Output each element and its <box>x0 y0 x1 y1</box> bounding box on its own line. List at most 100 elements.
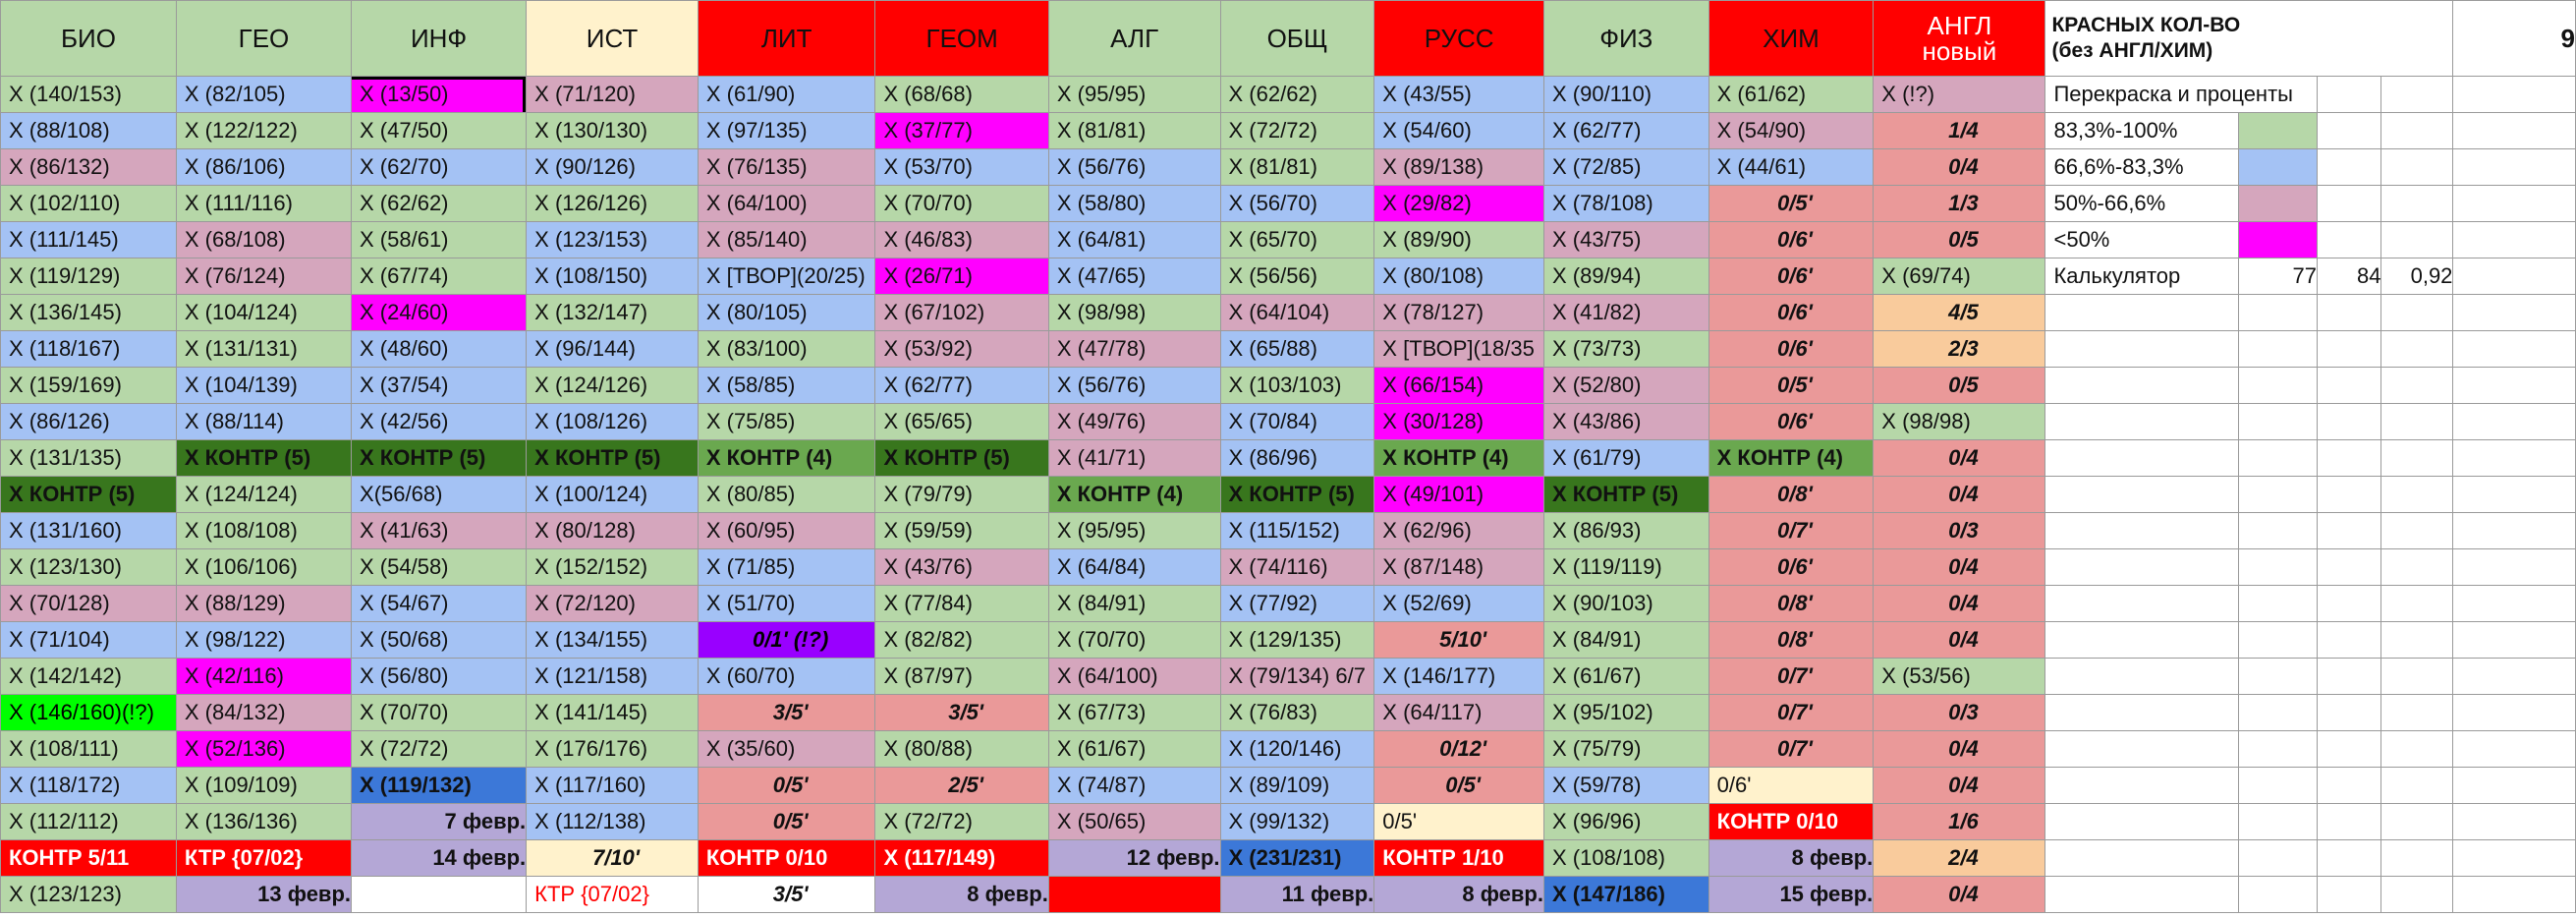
empty-cell[interactable] <box>2380 367 2454 404</box>
cell-ist[interactable]: X (126/126) <box>526 185 699 222</box>
cell-bio[interactable]: X (123/123) <box>0 876 177 913</box>
empty-cell[interactable] <box>2452 548 2576 586</box>
empty-cell[interactable] <box>2452 876 2576 913</box>
empty-cell[interactable] <box>2380 548 2454 586</box>
empty-cell[interactable] <box>2452 76 2576 113</box>
cell-geo[interactable]: X (108/108) <box>175 512 353 549</box>
cell-russ[interactable]: КОНТР 1/10 <box>1373 839 1544 877</box>
header-ist[interactable]: ИСТ <box>526 0 699 77</box>
cell-lit[interactable]: X [ТВОР](20/25) <box>697 258 876 295</box>
cell-alg[interactable]: X (56/76) <box>1047 148 1221 186</box>
cell-russ[interactable]: X (146/177) <box>1373 658 1544 695</box>
empty-cell[interactable] <box>2044 767 2239 804</box>
empty-cell[interactable] <box>2237 367 2319 404</box>
cell-geom[interactable]: X (87/97) <box>874 658 1049 695</box>
cell-alg[interactable]: КТР {13/02} <box>1047 876 1221 913</box>
cell-geom[interactable]: X (53/70) <box>874 148 1049 186</box>
cell-geom[interactable]: 3/5' <box>874 694 1049 731</box>
cell-geo[interactable]: X (86/106) <box>175 148 353 186</box>
cell-angl[interactable]: X (!?) <box>1873 76 2046 113</box>
cell-him[interactable]: 8 февр. <box>1708 839 1875 877</box>
cell-geo[interactable]: X (82/105) <box>175 76 353 113</box>
cell-ist[interactable]: X (176/176) <box>526 730 699 768</box>
cell-angl[interactable]: 4/5 <box>1873 294 2046 331</box>
cell-obsh[interactable]: X (70/84) <box>1219 403 1375 440</box>
header-obsh[interactable]: ОБЩ <box>1219 0 1375 77</box>
cell-lit[interactable]: X (83/100) <box>697 330 876 368</box>
cell-ist[interactable]: X (123/153) <box>526 221 699 258</box>
legend-swatch[interactable] <box>2237 185 2319 222</box>
cell-lit[interactable]: X (51/70) <box>697 585 876 622</box>
empty-cell[interactable] <box>2044 330 2239 368</box>
cell-angl[interactable]: 0/3 <box>1873 512 2046 549</box>
empty-cell[interactable] <box>2452 258 2576 295</box>
cell-him[interactable]: 0/7' <box>1708 512 1875 549</box>
cell-him[interactable]: X (44/61) <box>1708 148 1875 186</box>
cell-ist[interactable]: X (71/120) <box>526 76 699 113</box>
cell-inf[interactable]: X (41/63) <box>351 512 528 549</box>
cell-fiz[interactable]: X (61/67) <box>1542 658 1709 695</box>
empty-cell[interactable] <box>2237 403 2319 440</box>
cell-him[interactable]: 15 февр. <box>1708 876 1875 913</box>
cell-inf[interactable]: X (54/58) <box>351 548 528 586</box>
cell-geom[interactable]: X (117/149) <box>874 839 1049 877</box>
empty-cell[interactable] <box>2237 330 2319 368</box>
empty-cell[interactable] <box>2044 730 2239 768</box>
cell-russ[interactable]: X (52/69) <box>1373 585 1544 622</box>
empty-cell[interactable] <box>2380 476 2454 513</box>
empty-cell[interactable] <box>2452 658 2576 695</box>
cell-obsh[interactable]: X (231/231) <box>1219 839 1375 877</box>
empty-cell[interactable] <box>2044 694 2239 731</box>
legend-swatch[interactable] <box>2237 112 2319 149</box>
cell-fiz[interactable]: X (108/108) <box>1542 839 1709 877</box>
empty-cell[interactable] <box>2237 876 2319 913</box>
cell-alg[interactable]: X (47/78) <box>1047 330 1221 368</box>
cell-angl[interactable]: 0/4 <box>1873 767 2046 804</box>
cell-fiz[interactable]: X (90/110) <box>1542 76 1709 113</box>
empty-cell[interactable] <box>2237 730 2319 768</box>
cell-alg[interactable]: X (56/76) <box>1047 367 1221 404</box>
cell-inf[interactable]: 7 февр. <box>351 803 528 840</box>
empty-cell[interactable] <box>2044 439 2239 477</box>
empty-cell[interactable] <box>2237 694 2319 731</box>
cell-him[interactable]: 0/6' <box>1708 548 1875 586</box>
cell-geo[interactable]: X (76/124) <box>175 258 353 295</box>
empty-cell[interactable] <box>2317 585 2382 622</box>
cell-geom[interactable]: X (53/92) <box>874 330 1049 368</box>
empty-cell[interactable] <box>2380 112 2454 149</box>
cell-ist[interactable]: X (141/145) <box>526 694 699 731</box>
empty-cell[interactable] <box>2380 694 2454 731</box>
cell-obsh[interactable]: X (79/134) 6/7 <box>1219 658 1375 695</box>
legend-swatch[interactable] <box>2237 148 2319 186</box>
cell-bio[interactable]: X (140/153) <box>0 76 177 113</box>
cell-obsh[interactable]: 11 февр. <box>1219 876 1375 913</box>
cell-russ[interactable]: X (54/60) <box>1373 112 1544 149</box>
cell-obsh[interactable]: X (65/88) <box>1219 330 1375 368</box>
empty-cell[interactable] <box>2452 512 2576 549</box>
cell-fiz[interactable]: X (73/73) <box>1542 330 1709 368</box>
cell-bio[interactable]: X (119/129) <box>0 258 177 295</box>
empty-cell[interactable] <box>2317 512 2382 549</box>
cell-ist[interactable]: X (112/138) <box>526 803 699 840</box>
empty-cell[interactable] <box>2317 439 2382 477</box>
cell-fiz[interactable]: X (147/186) <box>1542 876 1709 913</box>
cell-ist[interactable]: X (90/126) <box>526 148 699 186</box>
header-bio[interactable]: БИО <box>0 0 177 77</box>
red-count[interactable]: 9 <box>2452 0 2576 77</box>
cell-inf[interactable]: X (119/132) <box>351 767 528 804</box>
empty-cell[interactable] <box>2452 367 2576 404</box>
empty-cell[interactable] <box>2317 112 2382 149</box>
cell-him[interactable]: 0/6' <box>1708 294 1875 331</box>
cell-him[interactable]: 0/7' <box>1708 730 1875 768</box>
cell-russ[interactable]: X (78/127) <box>1373 294 1544 331</box>
cell-lit[interactable]: X (85/140) <box>697 221 876 258</box>
cell-bio[interactable]: X (108/111) <box>0 730 177 768</box>
cell-lit[interactable]: КОНТР 0/10 <box>697 839 876 877</box>
cell-russ[interactable]: X (87/148) <box>1373 548 1544 586</box>
empty-cell[interactable] <box>2380 294 2454 331</box>
calc-value-2[interactable]: 84 <box>2317 258 2382 295</box>
cell-inf[interactable]: X (62/70) <box>351 148 528 186</box>
cell-alg[interactable]: X (41/71) <box>1047 439 1221 477</box>
cell-obsh[interactable]: X (81/81) <box>1219 148 1375 186</box>
cell-obsh[interactable]: X (120/146) <box>1219 730 1375 768</box>
